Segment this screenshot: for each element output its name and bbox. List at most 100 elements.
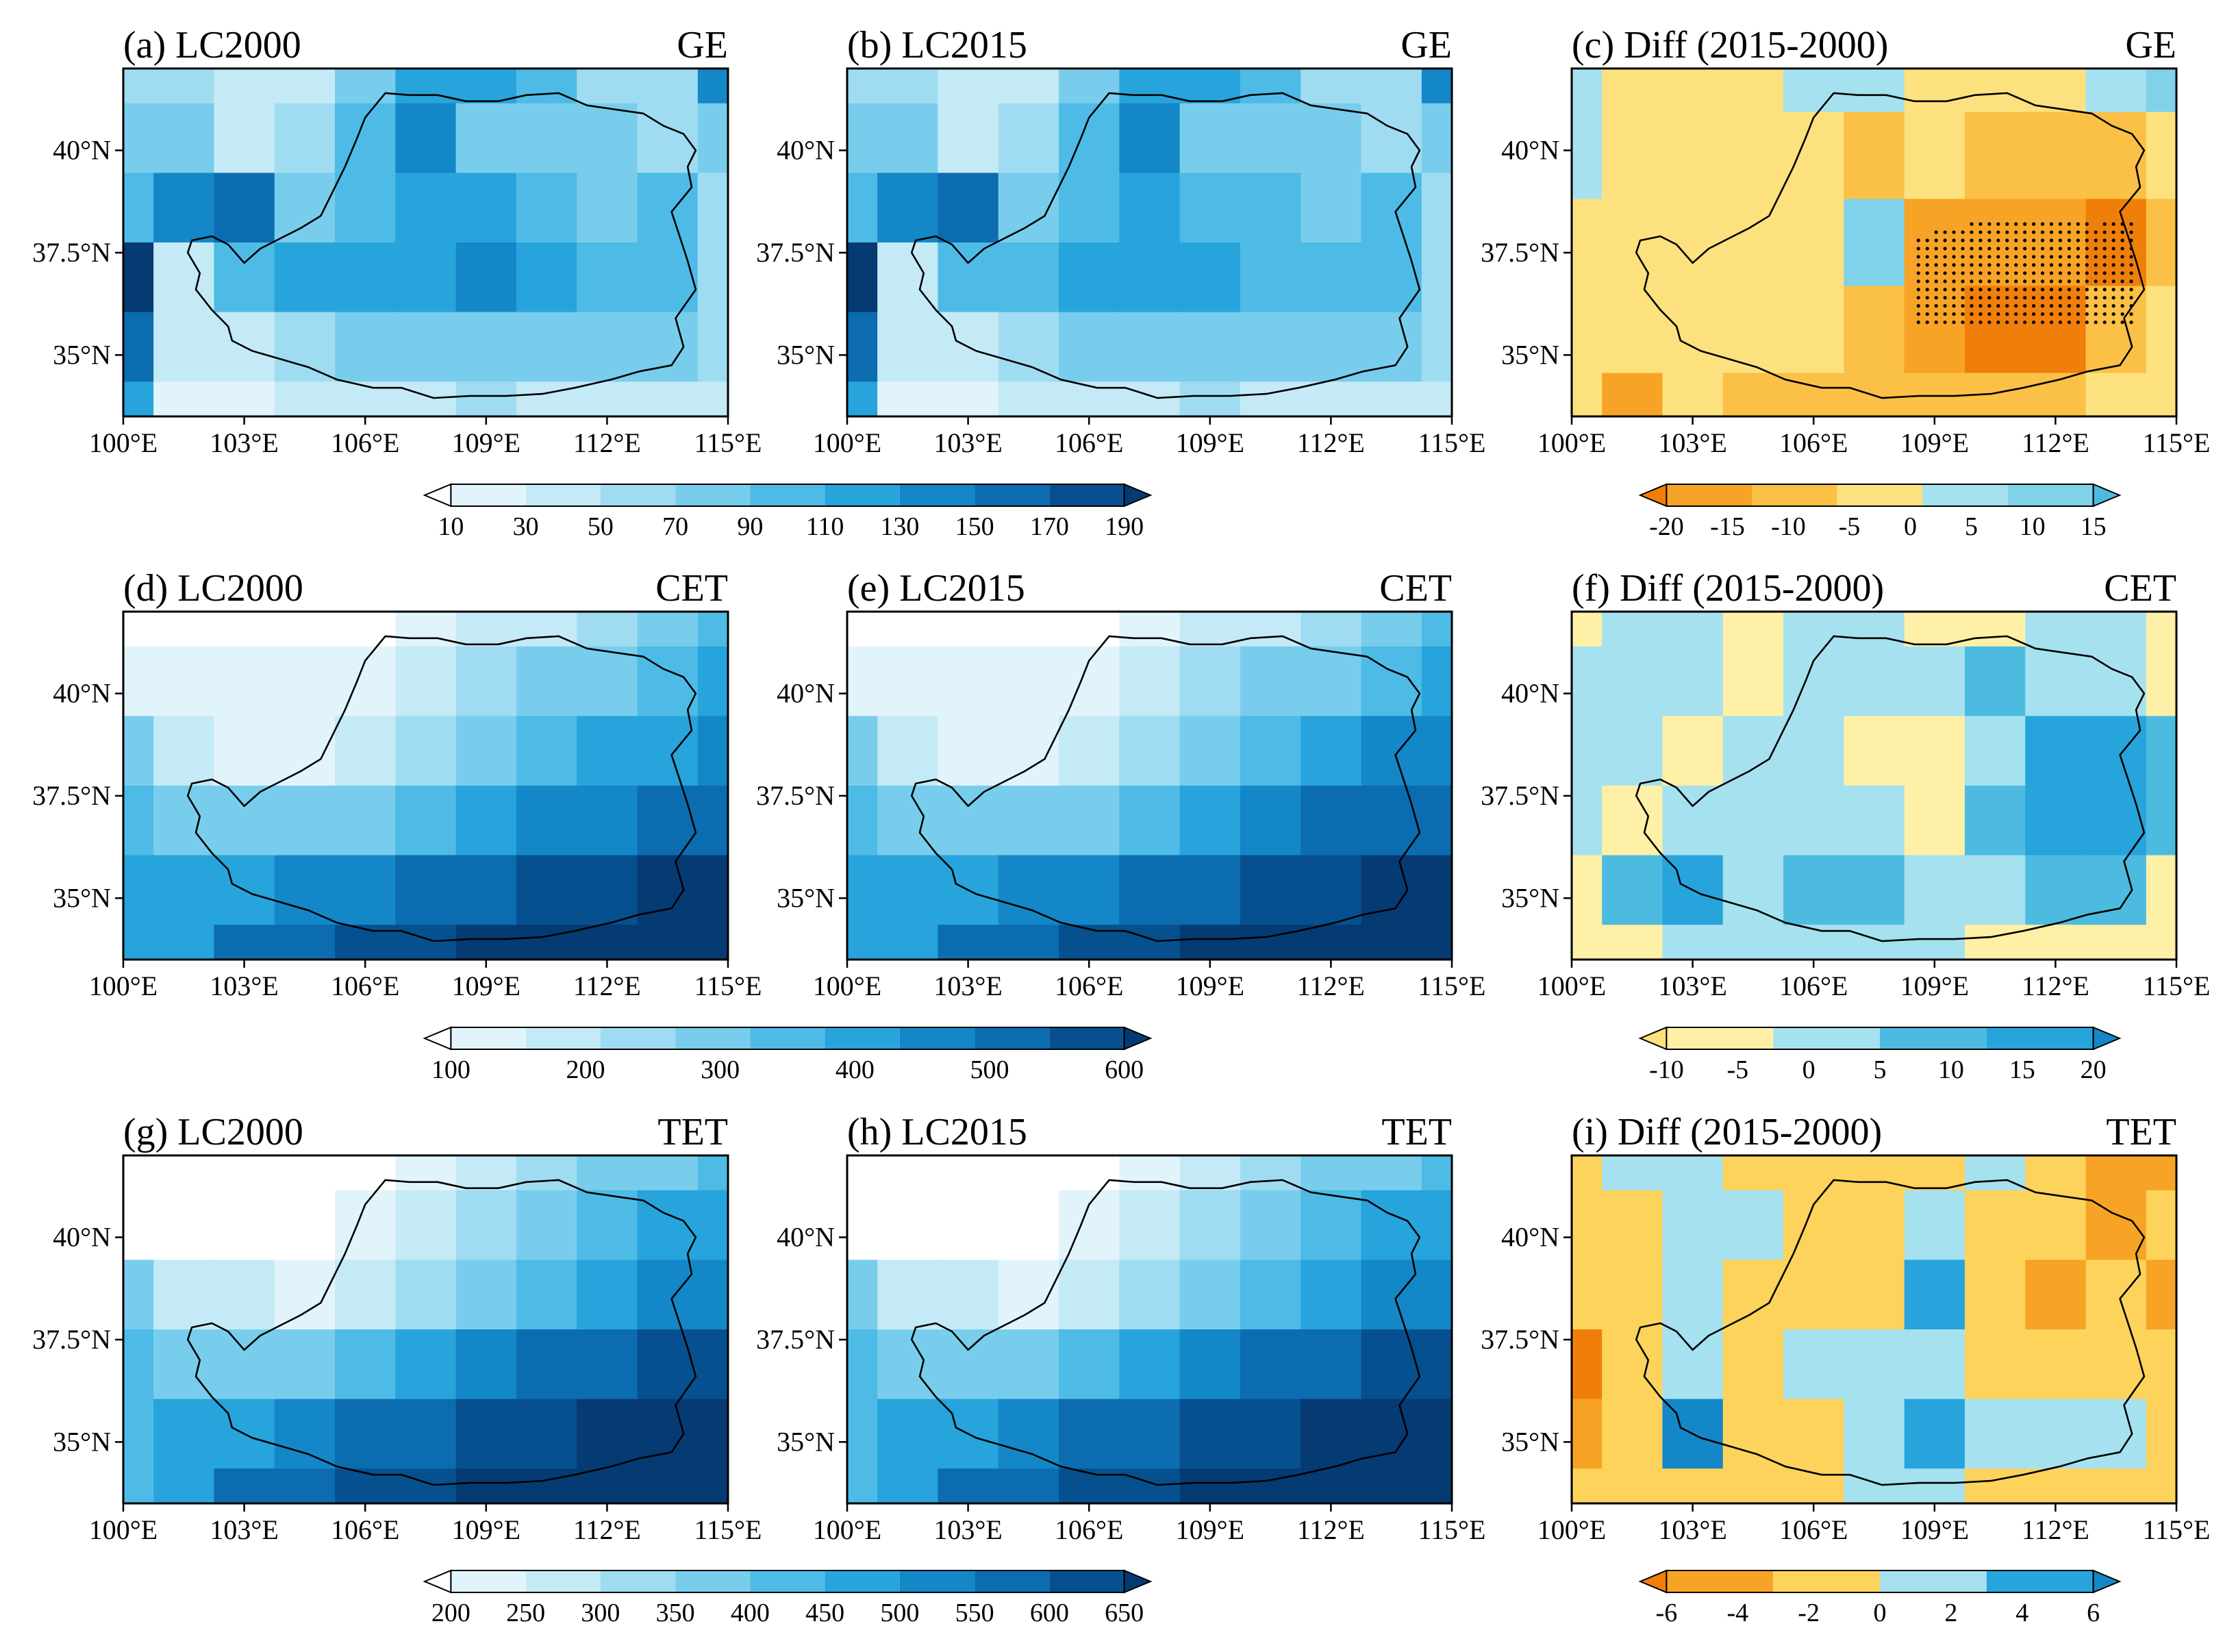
stipple-dot <box>2120 304 2124 308</box>
colorbar-tick-label: 170 <box>1030 512 1069 541</box>
heatmap-cell <box>998 716 1060 786</box>
stipple-dot <box>2102 288 2107 292</box>
heatmap-cell <box>1421 855 1452 926</box>
heatmap-cell <box>2085 1155 2147 1191</box>
colorbar-segment <box>600 1027 676 1049</box>
heatmap-cell <box>1602 199 1663 287</box>
stipple-dot <box>2129 263 2133 267</box>
heatmap-cell <box>697 1399 728 1470</box>
heatmap-cell <box>1602 1468 1663 1503</box>
heatmap-cell <box>1844 286 1905 374</box>
stipple-dot <box>1970 255 1974 259</box>
heatmap-cell <box>516 786 578 856</box>
heatmap-cell <box>516 103 578 174</box>
heatmap-cell <box>847 1468 879 1503</box>
heatmap-cell <box>1421 925 1452 960</box>
heatmap-cell <box>2025 1190 2087 1261</box>
heatmap-cell <box>1964 68 2026 113</box>
stipple-dot <box>2014 247 2018 251</box>
stipple-dot <box>1916 288 1920 292</box>
heatmap-cell <box>1361 786 1422 856</box>
heatmap-cell <box>1783 1190 1845 1261</box>
heatmap-cell <box>2085 786 2147 856</box>
heatmap-cell <box>1904 855 1965 926</box>
heatmap-cell <box>1722 1155 1785 1191</box>
heatmap-cell <box>847 1190 879 1261</box>
heatmap-cell <box>1783 68 1845 113</box>
colorbar-extend-high <box>2092 1569 2122 1594</box>
stipple-dot <box>1996 238 2000 242</box>
heatmap-cell <box>516 1190 578 1261</box>
heatmap-cell <box>877 855 939 926</box>
colorbar-frame <box>1666 484 2094 507</box>
heatmap-cell <box>1602 1260 1663 1330</box>
x-tick-label: 106°E <box>1055 1514 1123 1545</box>
stipple-dot <box>2120 271 2124 275</box>
heatmap-cell <box>1722 373 1785 416</box>
stipple-dot <box>2040 230 2045 234</box>
stipple-dot <box>1934 312 1938 316</box>
heatmap-cell <box>455 1260 517 1330</box>
heatmap-cell <box>1602 646 1663 717</box>
stipple-dot <box>2076 304 2080 308</box>
heatmap-cell <box>1904 68 1965 113</box>
heatmap-cell <box>637 1468 699 1503</box>
stipple-dot <box>2023 230 2027 234</box>
stipple-dot <box>2111 247 2115 251</box>
colorbar-diff-row-3: -6 -4 -2 0 2 4 6 <box>1638 1569 2122 1627</box>
heatmap-cell <box>1361 68 1422 104</box>
heatmap-cell <box>637 786 699 856</box>
heatmap-cell <box>1844 68 1905 113</box>
stipple-dot <box>2120 255 2124 259</box>
heatmap-cell <box>1059 1190 1120 1261</box>
heatmap-cell <box>1662 716 1724 786</box>
stipple-dot <box>1943 271 1947 275</box>
heatmap-cell <box>2146 286 2176 374</box>
heatmap-cells <box>847 1155 1452 1503</box>
heatmap-cell <box>1240 786 1302 856</box>
colorbar-extend-low <box>423 1569 452 1594</box>
heatmap-cell <box>395 103 457 174</box>
heatmap-cells <box>123 68 728 416</box>
x-tick-label: 106°E <box>1779 971 1848 1001</box>
heatmap-cell <box>455 242 517 313</box>
stipple-dot <box>2076 247 2080 251</box>
heatmap-cell <box>1722 1399 1785 1470</box>
heatmap-cell <box>1662 1329 1724 1400</box>
plot-frame <box>122 1154 729 1505</box>
stipple-dot <box>1996 222 2000 226</box>
stipple-dot <box>2094 230 2098 234</box>
stipple-dot <box>1916 296 1920 300</box>
colorbar-tick-label: -20 <box>1649 512 1684 541</box>
stipple-dot <box>1925 247 1929 251</box>
heatmap-cell <box>274 381 336 416</box>
heatmap-cell <box>938 173 999 243</box>
heatmap-cell <box>877 1399 939 1470</box>
heatmap-cell <box>1059 1399 1120 1470</box>
heatmap-cell <box>1904 1260 1965 1330</box>
stipple-dot <box>2067 247 2072 251</box>
heatmap-cell <box>1572 1399 1603 1470</box>
heatmap-cell <box>577 381 638 416</box>
heatmap-cell <box>1421 1260 1452 1330</box>
stipple-dot <box>1987 304 1992 308</box>
stipple-dot <box>1970 271 1974 275</box>
heatmap-cell <box>1059 312 1120 383</box>
heatmap-cell <box>697 612 728 647</box>
stipple-dot <box>2102 296 2107 300</box>
heatmap-cell <box>335 1260 397 1330</box>
heatmap-cell <box>455 716 517 786</box>
stipple-dot <box>2032 296 2036 300</box>
heatmap-cell <box>1572 612 1603 647</box>
heatmap-cell <box>697 381 728 416</box>
heatmap-cell <box>214 1155 275 1191</box>
x-tick-label: 112°E <box>573 1514 641 1545</box>
heatmap-cell <box>153 1190 215 1261</box>
panel-variable: TET <box>657 1111 728 1153</box>
heatmap-cell <box>2025 855 2087 926</box>
heatmap-cell <box>1602 68 1663 113</box>
stipple-dot <box>2023 263 2027 267</box>
x-tick-label: 115°E <box>694 971 762 1001</box>
x-tick-label: 103°E <box>210 971 278 1001</box>
stipple-dot <box>1996 271 2000 275</box>
